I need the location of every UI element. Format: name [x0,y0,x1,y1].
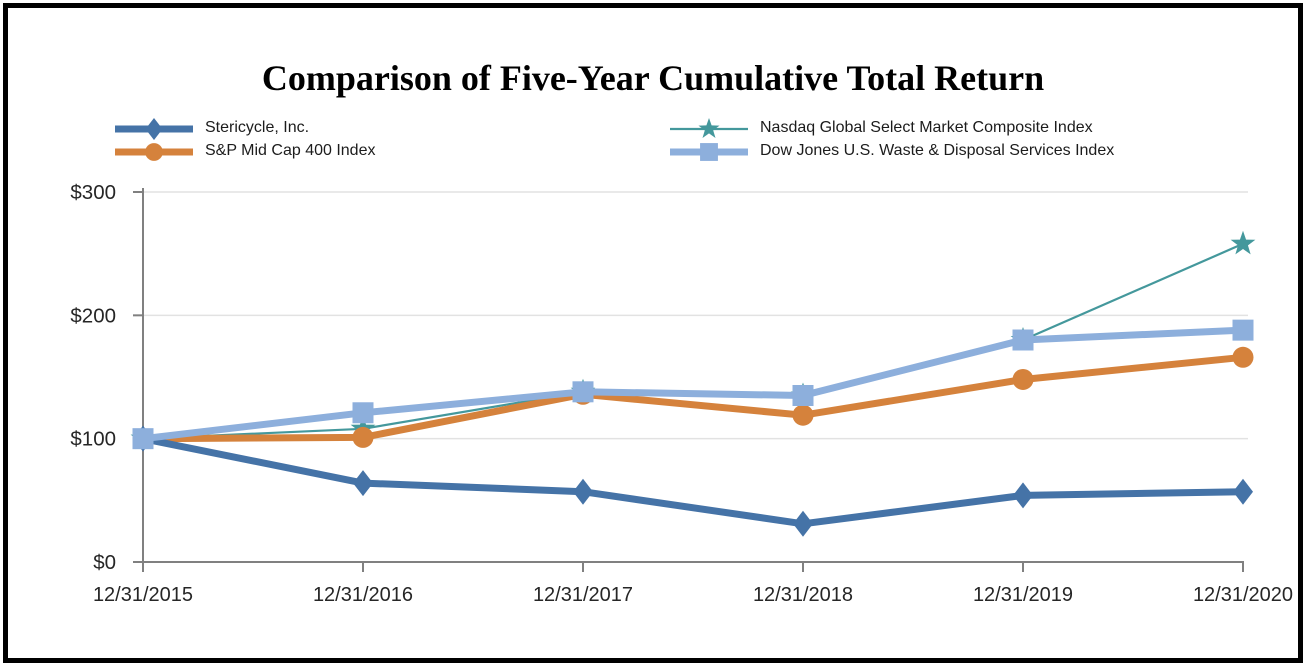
diamond-marker-icon [1233,478,1253,505]
square-marker-icon [572,381,594,403]
diamond-marker-icon [793,510,813,537]
diamond-marker-icon [145,117,163,140]
y-tick-label: $0 [93,551,116,574]
square-marker-icon [792,385,814,406]
square-marker-icon [1012,329,1034,351]
legend-label: S&P Mid Cap 400 Index [205,142,376,159]
line-star-swatch-icon [670,117,748,138]
line-square-swatch-icon [670,143,748,161]
legend-item-stericycle: Stericycle, Inc. [115,116,309,140]
circle-marker-icon [1232,346,1254,368]
circle-marker-icon [352,426,374,448]
square-marker-icon [700,143,718,161]
legend-label: Stericycle, Inc. [205,119,310,136]
x-tick-label: 12/31/2015 [93,584,193,606]
star-marker-icon [1230,230,1256,255]
series-line-stericycle [142,435,1244,528]
square-marker-icon [352,402,374,424]
series-line-sp400 [142,353,1244,443]
line-circle-swatch-icon [115,143,193,161]
legend-item-nasdaq: Nasdaq Global Select Market Composite In… [670,116,1093,140]
diamond-marker-icon [573,478,593,505]
y-tick-label: $300 [70,181,116,204]
x-tick-label: 12/31/2016 [313,584,413,606]
x-tick-label: 12/31/2018 [753,584,853,606]
line-diamond-swatch-icon [115,117,193,140]
legend-item-dow: Dow Jones U.S. Waste & Disposal Services… [670,139,1114,163]
y-tick-label: $200 [70,304,116,327]
star-marker-icon [698,117,720,138]
x-tick-label: 12/31/2020 [1193,584,1293,606]
legend: Stericycle, Inc. S&P Mid Cap 400 Index N… [0,116,1306,166]
series-line-nasdaq [142,242,1244,440]
square-marker-icon [1232,319,1254,341]
x-tick-label: 12/31/2017 [533,584,633,606]
chart-title: Comparison of Five-Year Cumulative Total… [261,58,1045,98]
diamond-marker-icon [353,470,373,497]
legend-item-sp400: S&P Mid Cap 400 Index [115,139,375,163]
circle-marker-icon [1012,368,1034,390]
circle-marker-icon [792,404,814,426]
series-line-dow [142,326,1244,443]
legend-label: Nasdaq Global Select Market Composite In… [760,119,1093,136]
y-tick-label: $100 [70,428,116,451]
square-marker-icon [132,428,154,450]
legend-label: Dow Jones U.S. Waste & Disposal Services… [760,142,1115,159]
diamond-marker-icon [1013,482,1033,509]
x-tick-label: 12/31/2019 [973,584,1073,606]
circle-marker-icon [145,143,163,161]
